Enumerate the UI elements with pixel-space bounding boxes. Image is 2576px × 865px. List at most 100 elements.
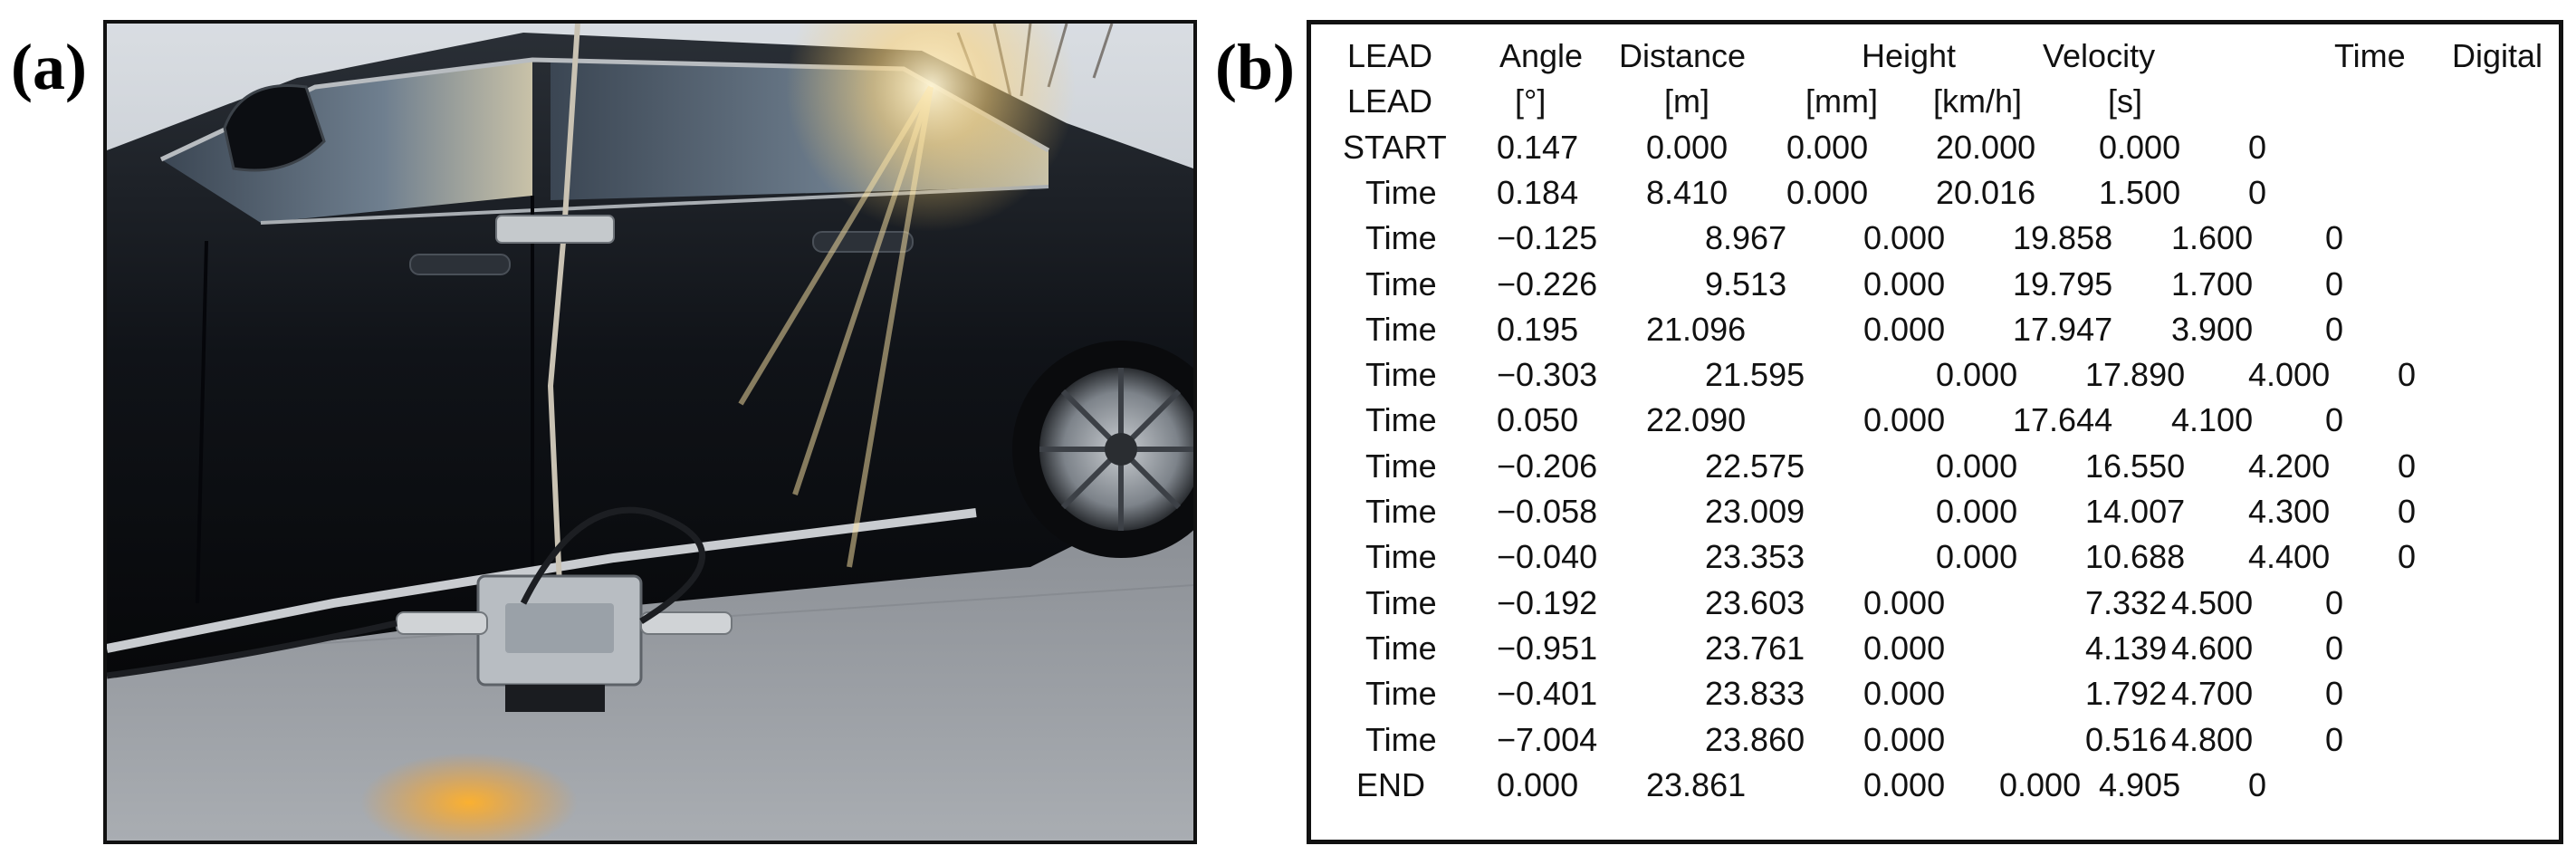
log-cell-lead: Time (1365, 538, 1437, 576)
log-cell-time: 4.000 (2248, 356, 2331, 394)
log-cell-time: 0.000 (2099, 128, 2181, 166)
log-data-row: Time −0.303 21.595 0.000 17.890 4.000 0 (1311, 352, 2559, 398)
log-cell-angle: −0.303 (1497, 356, 1598, 394)
log-data-row: Time −0.206 22.575 0.000 16.550 4.200 0 (1311, 444, 2559, 489)
log-cell-height: 0.000 (1863, 765, 1946, 803)
log-header-row: LEAD [°] [m] [mm] [km/h] [s] (1311, 79, 2559, 124)
log-data-row: Time −0.040 23.353 0.000 10.688 4.400 0 (1311, 534, 2559, 580)
log-cell-digital: 0 (2325, 629, 2344, 667)
log-cell-angle: −0.226 (1497, 264, 1598, 303)
log-cell-height: 0.000 (1863, 219, 1946, 257)
log-cell-digital: 0 (2325, 401, 2344, 439)
log-cell-height: Height (1862, 37, 1957, 74)
log-cell-angle: −0.951 (1497, 629, 1598, 667)
log-cell-velocity: 17.644 (2013, 401, 2113, 439)
log-cell-lead: LEAD (1347, 82, 1433, 120)
log-data-row: Time −0.401 23.833 0.000 1.792 4.700 0 (1311, 671, 2559, 716)
log-cell-height: 0.000 (1863, 629, 1946, 667)
log-cell-lead: Time (1365, 583, 1437, 621)
log-cell-distance: 23.860 (1705, 720, 1805, 758)
log-cell-height: 0.000 (1936, 356, 2018, 394)
log-data-row: Time −7.004 23.860 0.000 0.516 4.800 0 (1311, 717, 2559, 763)
log-cell-lead: Time (1365, 401, 1437, 439)
log-data-row: Time 0.184 8.410 0.000 20.016 1.500 0 (1311, 170, 2559, 216)
log-cell-angle: −0.125 (1497, 219, 1598, 257)
log-cell-time: 4.100 (2171, 401, 2254, 439)
log-cell-distance: 0.000 (1646, 128, 1729, 166)
log-data-row: START 0.147 0.000 0.000 20.000 0.000 0 (1311, 125, 2559, 170)
log-cell-velocity: 14.007 (2085, 493, 2186, 530)
log-cell-velocity: 17.947 (2013, 310, 2113, 348)
log-cell-distance: 23.761 (1705, 629, 1805, 667)
log-cell-distance: 8.967 (1705, 219, 1787, 257)
log-cell-digital: Digital (2452, 37, 2543, 74)
log-cell-height: [mm] (1805, 82, 1878, 120)
log-cell-time: 4.200 (2248, 447, 2331, 485)
log-cell-digital: 0 (2325, 720, 2344, 758)
log-cell-digital: 0 (2248, 128, 2267, 166)
log-cell-distance: 21.096 (1646, 310, 1747, 348)
log-cell-angle: −0.040 (1497, 538, 1598, 576)
log-cell-time: 4.800 (2171, 720, 2254, 758)
log-cell-height: 0.000 (1863, 310, 1946, 348)
log-header-row: LEAD Angle Distance Height Velocity Time Digit… (1311, 34, 2559, 79)
log-cell-angle: 0.147 (1497, 128, 1579, 166)
log-cell-lead: Time (1365, 493, 1437, 530)
log-cell-digital: 0 (2325, 583, 2344, 621)
log-cell-lead: Time (1365, 356, 1437, 394)
car-sensor-photo (103, 20, 1197, 844)
log-cell-distance: 22.090 (1646, 401, 1747, 439)
log-cell-lead: LEAD (1347, 37, 1433, 74)
log-cell-digital: 0 (2325, 310, 2344, 348)
log-cell-digital: 0 (2325, 219, 2344, 257)
log-cell-height: 0.000 (1936, 447, 2018, 485)
log-cell-height: 0.000 (1863, 401, 1946, 439)
log-cell-lead: Time (1365, 675, 1437, 713)
log-cell-velocity: 7.332 (2085, 583, 2168, 621)
log-cell-digital: 0 (2248, 765, 2267, 803)
log-cell-height: 0.000 (1936, 538, 2018, 576)
log-cell-time: 4.700 (2171, 675, 2254, 713)
log-cell-velocity: 20.016 (1936, 173, 2036, 211)
log-cell-velocity: Velocity (2043, 37, 2156, 74)
log-cell-velocity: 1.792 (2085, 675, 2168, 713)
log-cell-angle: −0.192 (1497, 583, 1598, 621)
log-cell-distance: 9.513 (1705, 264, 1787, 303)
log-cell-time: 4.300 (2248, 493, 2331, 530)
log-cell-time: 4.500 (2171, 583, 2254, 621)
log-cell-distance: 23.833 (1705, 675, 1805, 713)
log-data-row: Time −0.192 23.603 0.000 7.332 4.500 0 (1311, 581, 2559, 626)
log-cell-height: 0.000 (1863, 264, 1946, 303)
log-cell-time: 1.500 (2099, 173, 2181, 211)
log-cell-distance: 21.595 (1705, 356, 1805, 394)
log-cell-angle: Angle (1499, 37, 1584, 74)
log-cell-time: 3.900 (2171, 310, 2254, 348)
log-cell-digital: 0 (2398, 538, 2417, 576)
log-cell-digital: 0 (2325, 264, 2344, 303)
log-cell-angle: 0.000 (1497, 765, 1579, 803)
log-data-row: Time −0.226 9.513 0.000 19.795 1.700 0 (1311, 262, 2559, 307)
log-data-row: Time −0.951 23.761 0.000 4.139 4.600 0 (1311, 626, 2559, 671)
log-cell-velocity: 17.890 (2085, 356, 2186, 394)
log-cell-time: Time (2334, 37, 2406, 74)
log-cell-height: 0.000 (1936, 493, 2018, 530)
log-cell-distance: 23.009 (1705, 493, 1805, 530)
log-data-row: Time 0.195 21.096 0.000 17.947 3.900 0 (1311, 307, 2559, 352)
log-cell-lead: END (1356, 765, 1426, 803)
log-cell-velocity: 16.550 (2085, 447, 2186, 485)
log-cell-digital: 0 (2325, 675, 2344, 713)
log-cell-time: 1.700 (2171, 264, 2254, 303)
log-cell-digital: 0 (2398, 447, 2417, 485)
log-cell-lead: START (1343, 128, 1447, 166)
log-cell-velocity: [km/h] (1933, 82, 2023, 120)
log-cell-distance: 23.603 (1705, 583, 1805, 621)
log-cell-angle: 0.195 (1497, 310, 1579, 348)
car-photo-illustration (107, 24, 1193, 841)
log-cell-height: 0.000 (1786, 128, 1869, 166)
log-cell-lead: Time (1365, 447, 1437, 485)
log-cell-velocity: 19.858 (2013, 219, 2113, 257)
log-cell-height: 0.000 (1863, 720, 1946, 758)
log-cell-digital: 0 (2398, 493, 2417, 530)
log-cell-angle: −0.401 (1497, 675, 1598, 713)
log-cell-velocity: 20.000 (1936, 128, 2036, 166)
